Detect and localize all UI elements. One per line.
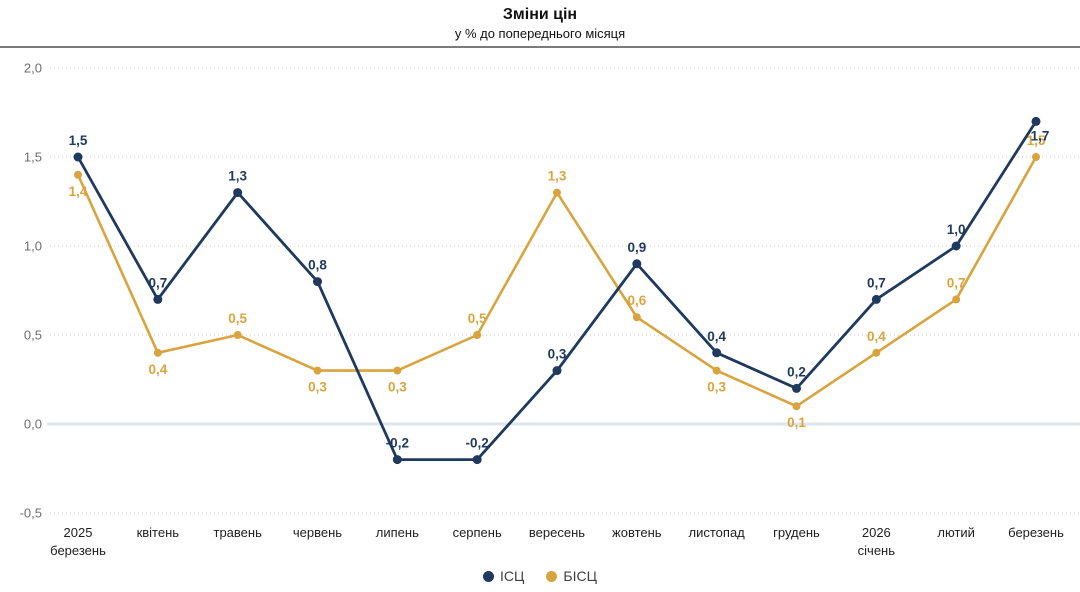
value-label-cpi: 1,7: [1031, 128, 1050, 143]
value-label-cpi: 1,3: [228, 169, 247, 184]
data-point-core-cpi-9: [792, 402, 801, 411]
data-point-cpi-3: [313, 277, 322, 287]
x-axis-tick-label: квітень: [137, 525, 180, 540]
x-axis-tick-label: листопад: [689, 525, 746, 540]
x-axis-tick-label: лютий: [937, 525, 975, 540]
value-label-cpi: 0,9: [627, 240, 646, 255]
x-axis-tick-label: 2025 березень: [50, 525, 106, 558]
data-point-core-cpi-0: [74, 170, 82, 179]
data-point-cpi-7: [632, 259, 642, 269]
data-point-core-cpi-5: [473, 331, 482, 339]
value-label-core-cpi: 0,3: [707, 380, 726, 395]
value-label-core-cpi: 0,3: [388, 380, 407, 395]
legend-marker-icon: [546, 570, 558, 582]
value-label-core-cpi: 0,4: [148, 362, 167, 377]
x-axis-tick-label: вересень: [529, 525, 585, 540]
value-label-core-cpi: 1,5: [1027, 133, 1046, 148]
value-label-cpi: 0,3: [548, 347, 567, 362]
x-axis-tick-label: грудень: [773, 525, 820, 540]
value-label-core-cpi: 0,6: [627, 293, 646, 308]
data-point-cpi-1: [153, 294, 163, 304]
x-axis-tick-label: березень: [1008, 525, 1064, 540]
data-point-core-cpi-3: [313, 366, 322, 375]
chart-legend: ІСЦ БІСЦ: [0, 568, 1080, 584]
value-label-core-cpi: 0,4: [867, 329, 886, 344]
y-axis-tick-label: 1,0: [24, 239, 42, 254]
value-label-core-cpi: 1,4: [69, 184, 88, 199]
chart-title: Зміни цін: [502, 6, 578, 23]
data-point-core-cpi-11: [952, 295, 961, 304]
legend-label: БІСЦ: [563, 568, 597, 584]
data-point-cpi-0: [73, 152, 83, 162]
data-point-core-cpi-1: [153, 348, 162, 357]
value-label-cpi: 0,2: [787, 364, 806, 379]
y-axis-tick-label: 0,5: [24, 328, 42, 343]
value-label-cpi: 0,7: [148, 275, 167, 290]
x-axis-tick-label: 2026 січень: [858, 525, 896, 558]
x-axis-tick-label: серпень: [453, 525, 502, 540]
data-point-cpi-12: [1031, 116, 1041, 126]
chart-header: Зміни цін у % до попереднього місяця: [0, 0, 1080, 42]
y-axis-tick-label: 0,0: [24, 417, 42, 432]
legend-item-cpi: ІСЦ: [483, 568, 524, 584]
value-label-cpi: 1,5: [69, 133, 88, 148]
data-point-core-cpi-10: [872, 348, 881, 357]
y-axis-tick-label: 2,0: [24, 61, 42, 76]
x-axis-tick-label: липень: [376, 525, 419, 540]
value-label-cpi: -0,2: [466, 436, 489, 451]
value-label-core-cpi: 0,5: [468, 311, 487, 326]
value-label-cpi: 0,8: [308, 258, 327, 273]
value-label-cpi: 1,0: [947, 222, 966, 237]
data-point-core-cpi-12: [1032, 153, 1040, 161]
value-label-core-cpi: 0,3: [308, 380, 327, 395]
x-axis-tick-label: травень: [213, 525, 262, 540]
data-point-core-cpi-7: [632, 313, 641, 322]
data-point-cpi-10: [871, 294, 881, 304]
data-point-cpi-2: [233, 188, 243, 198]
x-axis-tick-label: жовтень: [612, 525, 662, 540]
y-axis-tick-label: 1,5: [24, 150, 42, 165]
legend-item-core-cpi: БІСЦ: [546, 568, 597, 584]
data-point-core-cpi-6: [553, 188, 561, 197]
value-label-core-cpi: 0,5: [228, 311, 247, 326]
data-point-core-cpi-4: [393, 366, 402, 375]
value-label-cpi: 0,7: [867, 275, 886, 290]
value-label-core-cpi: 0,1: [787, 415, 806, 430]
data-point-cpi-8: [712, 348, 722, 358]
data-point-cpi-11: [951, 241, 961, 251]
value-label-cpi: -0,2: [386, 436, 409, 451]
data-point-cpi-5: [472, 455, 482, 465]
data-point-cpi-9: [792, 383, 801, 393]
y-axis-tick-label: -0,5: [20, 506, 42, 521]
data-point-cpi-4: [392, 455, 402, 465]
value-label-cpi: 0,4: [707, 329, 726, 344]
chart-subtitle: у % до попереднього місяця: [454, 26, 626, 41]
x-axis-tick-label: червень: [293, 525, 342, 540]
header-divider: [0, 46, 1080, 48]
data-point-cpi-6: [552, 366, 562, 376]
legend-marker-icon: [483, 570, 495, 582]
value-label-core-cpi: 0,7: [947, 275, 966, 290]
data-point-core-cpi-2: [233, 331, 242, 339]
legend-label: ІСЦ: [500, 568, 525, 584]
data-point-core-cpi-8: [712, 366, 721, 375]
value-label-core-cpi: 1,3: [548, 169, 567, 184]
